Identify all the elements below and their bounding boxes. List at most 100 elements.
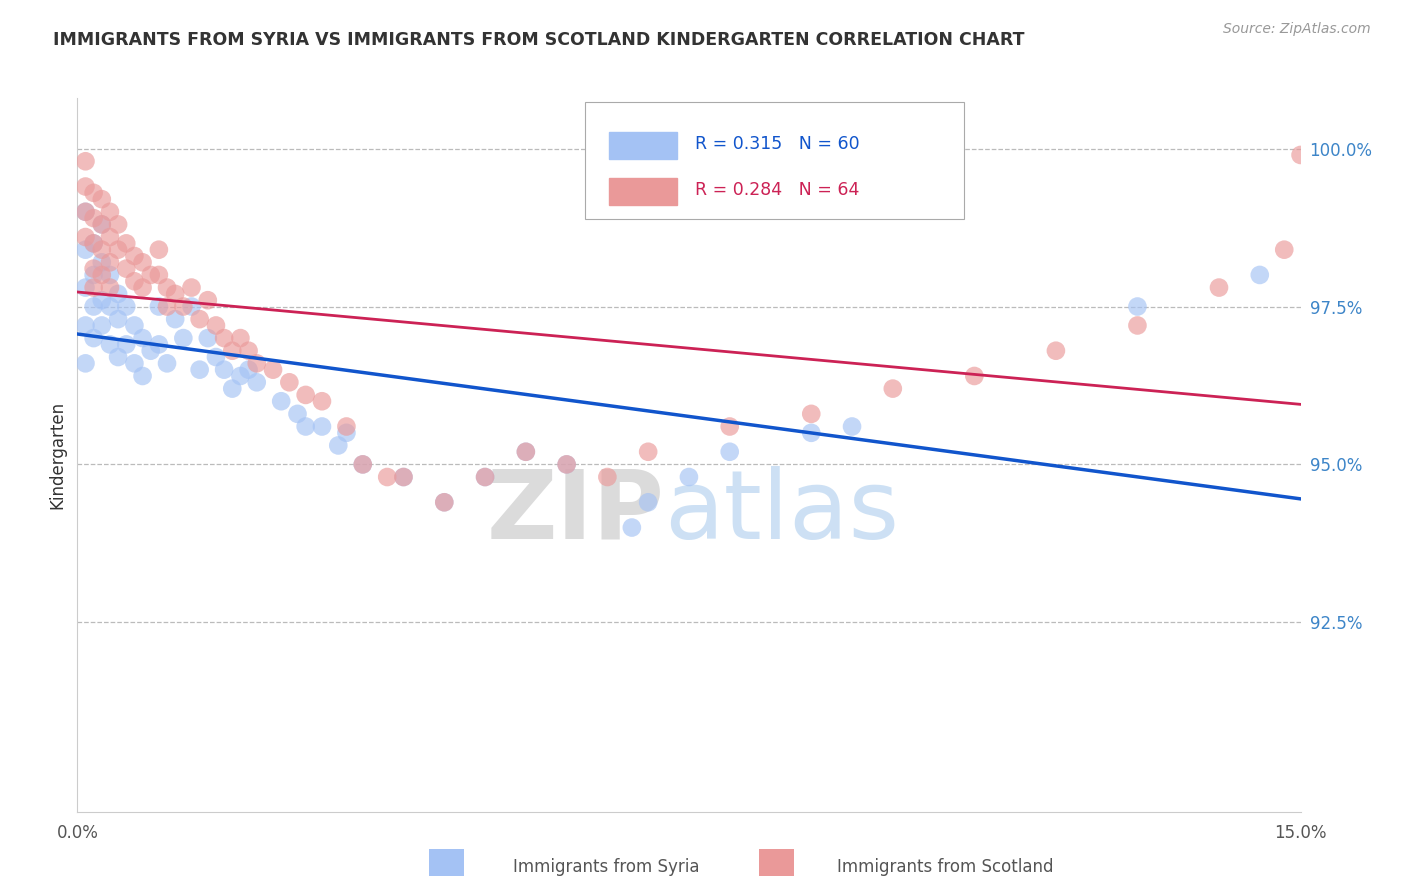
Point	[392, 470, 415, 484]
Point	[90, 218, 112, 232]
Point	[596, 470, 619, 484]
Point	[98, 268, 121, 282]
Point	[115, 261, 138, 276]
Point	[352, 458, 374, 472]
Point	[98, 255, 121, 269]
Point	[205, 318, 228, 333]
Point	[335, 419, 357, 434]
Point	[107, 243, 129, 257]
Text: Immigrants from Syria: Immigrants from Syria	[513, 858, 700, 876]
Point	[188, 312, 211, 326]
Point	[124, 274, 146, 288]
Point	[311, 394, 333, 409]
Point	[555, 458, 578, 472]
Point	[1045, 343, 1067, 358]
Point	[678, 470, 700, 484]
Point	[375, 470, 398, 484]
Point	[800, 425, 823, 440]
Point	[107, 350, 129, 364]
Point	[620, 520, 643, 534]
Point	[165, 286, 187, 301]
Text: R = 0.284   N = 64: R = 0.284 N = 64	[695, 181, 859, 199]
Point	[98, 337, 121, 351]
Point	[90, 318, 112, 333]
Point	[1208, 280, 1230, 294]
Point	[75, 280, 97, 294]
Point	[515, 444, 537, 458]
Point	[131, 255, 153, 269]
Point	[515, 444, 537, 458]
Text: IMMIGRANTS FROM SYRIA VS IMMIGRANTS FROM SCOTLAND KINDERGARTEN CORRELATION CHART: IMMIGRANTS FROM SYRIA VS IMMIGRANTS FROM…	[53, 31, 1025, 49]
Point	[229, 331, 252, 345]
Point	[212, 331, 235, 345]
Point	[131, 331, 153, 345]
Point	[328, 438, 350, 452]
FancyBboxPatch shape	[609, 178, 676, 205]
Point	[83, 236, 105, 251]
Point	[172, 331, 194, 345]
Point	[433, 495, 456, 509]
Point	[98, 204, 121, 219]
Point	[115, 236, 138, 251]
Point	[75, 243, 97, 257]
Point	[294, 388, 316, 402]
Point	[75, 204, 97, 219]
Text: Source: ZipAtlas.com: Source: ZipAtlas.com	[1223, 22, 1371, 37]
Point	[963, 369, 986, 384]
Point	[98, 230, 121, 244]
Point	[1126, 318, 1149, 333]
Point	[841, 419, 863, 434]
Point	[270, 394, 292, 409]
Point	[148, 268, 170, 282]
Point	[124, 356, 146, 370]
Point	[75, 204, 97, 219]
Point	[262, 362, 284, 376]
Point	[1126, 300, 1149, 314]
Point	[172, 300, 194, 314]
Point	[98, 280, 121, 294]
Point	[800, 407, 823, 421]
Point	[882, 382, 904, 396]
Text: Immigrants from Scotland: Immigrants from Scotland	[837, 858, 1053, 876]
Point	[90, 255, 112, 269]
Point	[148, 337, 170, 351]
Point	[75, 318, 97, 333]
Point	[90, 192, 112, 206]
Point	[246, 376, 269, 390]
Point	[124, 318, 146, 333]
Point	[180, 280, 202, 294]
Point	[221, 343, 243, 358]
Point	[637, 444, 659, 458]
Point	[148, 243, 170, 257]
Point	[165, 312, 187, 326]
Point	[107, 312, 129, 326]
Point	[188, 362, 211, 376]
Point	[212, 362, 235, 376]
Point	[131, 280, 153, 294]
Point	[124, 249, 146, 263]
Point	[180, 300, 202, 314]
Point	[718, 419, 741, 434]
Point	[139, 268, 162, 282]
Point	[1249, 268, 1271, 282]
Point	[156, 356, 179, 370]
Text: ZIP: ZIP	[486, 466, 665, 558]
Point	[352, 458, 374, 472]
Point	[83, 211, 105, 226]
Point	[474, 470, 496, 484]
Point	[335, 425, 357, 440]
Point	[90, 218, 112, 232]
Point	[75, 179, 97, 194]
Point	[287, 407, 309, 421]
Point	[90, 293, 112, 308]
Point	[197, 331, 219, 345]
Point	[238, 362, 260, 376]
Point	[392, 470, 415, 484]
Point	[246, 356, 269, 370]
Point	[197, 293, 219, 308]
Point	[205, 350, 228, 364]
Point	[555, 458, 578, 472]
Text: atlas: atlas	[665, 466, 900, 558]
Point	[107, 218, 129, 232]
Point	[1289, 148, 1312, 162]
